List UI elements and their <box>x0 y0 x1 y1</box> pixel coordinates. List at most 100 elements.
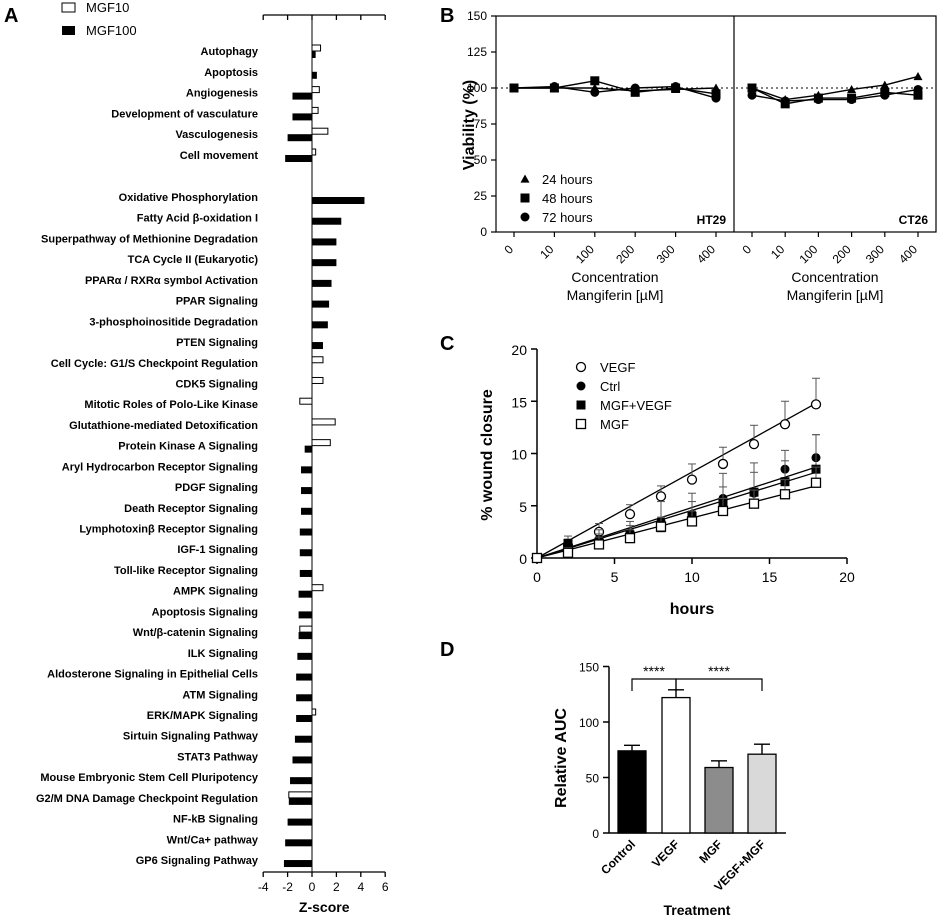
y-tick-label: 15 <box>511 394 527 410</box>
panel-d-auc-chart: 0 50 100 150 Relative AUC Treatment Control VEG… <box>553 661 786 918</box>
bar-mgf100 <box>287 818 312 826</box>
x-tick-label: 100 <box>796 242 820 266</box>
data-point-circle <box>711 93 721 103</box>
pathway-label: Mitotic Roles of Polo-Like Kinase <box>84 399 258 411</box>
bar-mgf100 <box>304 445 312 453</box>
legend-swatch-mgf10 <box>61 2 76 13</box>
legend-marker-square <box>520 193 530 203</box>
bar-mgf100 <box>294 735 312 743</box>
bar-mgf100 <box>292 92 312 100</box>
bar-mgf <box>704 766 734 834</box>
bar-vegf <box>661 696 691 834</box>
x-axis-title: Treatment <box>664 902 731 918</box>
data-point-circle <box>847 95 857 105</box>
x-tick-label: MGF <box>696 837 725 866</box>
bar-mgf100 <box>299 528 312 536</box>
data-point-open-square <box>779 489 791 500</box>
data-point-open-square <box>624 532 636 544</box>
y-tick-label: 50 <box>474 153 488 167</box>
series-line-circle <box>751 88 919 102</box>
data-point-circle <box>671 82 681 92</box>
x-tick-label: 400 <box>694 242 718 266</box>
bar-mgf10 <box>311 418 336 426</box>
pathway-label: TCA Cycle II (Eukaryotic) <box>128 254 259 266</box>
pathway-label: 3-phosphoinositide Degradation <box>89 316 258 328</box>
bar-mgf10 <box>311 356 324 364</box>
legend-marker-open-circle <box>575 361 587 373</box>
bar-mgf100 <box>312 197 365 204</box>
series-line-triangle <box>751 75 919 101</box>
data-point-open-square <box>531 552 543 564</box>
x-tick-label: 10 <box>768 242 788 262</box>
bar-mgf10 <box>311 584 324 592</box>
x-tick-label: 200 <box>830 242 854 266</box>
pathway-label: Cell movement <box>180 150 259 162</box>
pathway-label: Death Receptor Signaling <box>124 503 258 515</box>
pathway-label: Autophagy <box>201 46 259 58</box>
bar-mgf10 <box>311 106 319 114</box>
series-line-circle <box>513 85 717 99</box>
bar-mgf100 <box>285 155 312 162</box>
bar-mgf10 <box>299 625 313 633</box>
data-point-open-circle <box>624 508 636 520</box>
y-tick-label: 50 <box>586 772 600 786</box>
bar-mgf100 <box>298 590 312 598</box>
bar-mgf100 <box>301 487 312 495</box>
panel-label-a: A <box>4 5 18 27</box>
legend-label: 48 hours <box>542 191 593 206</box>
legend-marker-triangle <box>520 174 530 183</box>
y-tick-label: 150 <box>579 661 599 675</box>
y-tick-label: 5 <box>519 499 527 515</box>
bar-mgf100 <box>287 134 312 142</box>
data-point-open-square <box>810 477 822 488</box>
pathway-label: Mouse Embryonic Stem Cell Pluripotency <box>40 772 258 784</box>
x-tick-label: Control <box>598 837 638 877</box>
pathway-label: GP6 Signaling Pathway <box>136 855 259 867</box>
bar-mgf100 <box>292 113 312 121</box>
y-axis-title: % wound closure <box>479 389 496 521</box>
data-point-circle <box>880 90 890 100</box>
data-point-open-square <box>593 539 605 550</box>
data-point-open-circle <box>748 438 760 450</box>
data-point-open-square <box>562 547 574 558</box>
x-tick-label: 300 <box>654 242 678 266</box>
bar-mgf100 <box>301 507 312 515</box>
bar-mgf10 <box>311 376 324 384</box>
bar-mgf10 <box>311 44 322 52</box>
legend-marker-filled-square <box>576 400 586 410</box>
x-tick-label: VEGF <box>649 837 682 870</box>
bar-mgf100 <box>301 466 312 474</box>
bar-mgf100 <box>283 860 312 868</box>
x-tick-label: 10 <box>684 569 700 585</box>
panel-a-zscore-chart: MGF10 MGF100 -4 -2 0 2 4 6 Z-score Autophagy Apopt… <box>36 0 389 915</box>
pathway-label: Apoptosis Signaling <box>152 606 258 618</box>
legend-label: 72 hours <box>542 210 593 225</box>
pathway-label: Superpathway of Methionine Degradation <box>41 233 258 245</box>
data-point-circle <box>549 82 559 92</box>
x-tick-label: 15 <box>762 569 778 585</box>
pathway-label: PDGF Signaling <box>175 482 258 494</box>
pathway-label: CDK5 Signaling <box>175 378 258 390</box>
pathway-label: Sirtuin Signaling Pathway <box>123 731 259 743</box>
legend-marker-circle <box>520 212 530 222</box>
x-axis-title-line2: Mangiferin [µM] <box>787 287 884 303</box>
y-tick-label: 0 <box>519 551 527 567</box>
data-point-triangle <box>847 84 857 94</box>
legend-swatch-mgf100 <box>62 26 75 35</box>
y-tick-label: 150 <box>467 9 487 23</box>
data-point-filled-square <box>563 538 573 548</box>
pathway-label: ERK/MAPK Signaling <box>147 710 258 722</box>
pathway-label: Toll-like Receptor Signaling <box>114 565 258 577</box>
pathway-label: Wnt/Ca+ pathway <box>167 834 259 846</box>
pathway-label: IGF-1 Signaling <box>177 544 258 556</box>
pathway-label: Vasculogenesis <box>175 129 258 141</box>
bar-mgf100 <box>298 611 312 619</box>
pathway-label: Aldosterone Signaling in Epithelial Cell… <box>47 669 258 681</box>
legend-label-mgf100: MGF100 <box>86 23 137 38</box>
x-tick-label: 0 <box>501 242 516 257</box>
data-point-circle <box>747 90 757 100</box>
pathway-label: Apoptosis <box>204 67 258 79</box>
data-point-square <box>590 76 600 86</box>
